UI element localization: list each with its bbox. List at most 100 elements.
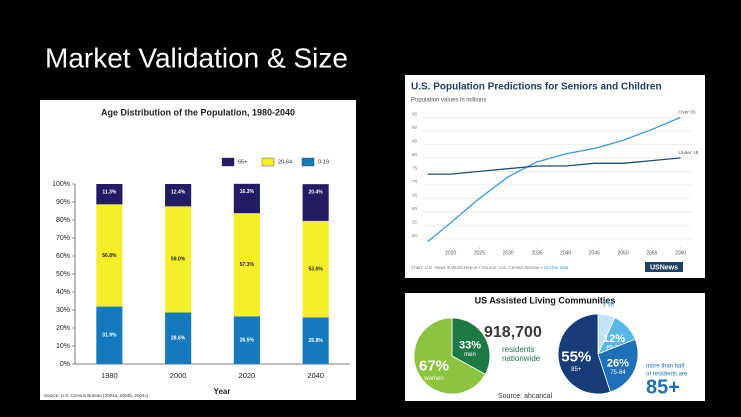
chart-title: U.S. Population Predictions for Seniors … — [411, 82, 662, 93]
value-label: 26.5% — [240, 337, 255, 343]
x-tick-label: 2020 — [239, 371, 256, 380]
value-label: 20.4% — [309, 190, 324, 196]
slice-value-label: 33% — [459, 339, 481, 351]
y-tick-label: 95 — [412, 112, 418, 117]
x-tick-label: 2020 — [445, 250, 456, 256]
value-label: 16.3% — [240, 189, 255, 195]
value-label: 28.6% — [171, 336, 186, 342]
x-tick-label: 2045 — [589, 250, 600, 256]
bar-segment — [96, 306, 123, 364]
pie-slice — [413, 317, 486, 395]
x-tick-label: 2055 — [646, 250, 657, 256]
y-tick-label: 55 — [412, 220, 418, 225]
bar-segment — [233, 316, 260, 364]
value-label: 11.3% — [102, 189, 116, 195]
slide-title: Market Validation & Size — [45, 42, 348, 73]
y-tick-label: 10% — [56, 343, 70, 350]
note: of residents are — [646, 372, 688, 378]
slice-category-label: men — [464, 352, 476, 358]
slice-category-label: 85+ — [571, 367, 582, 373]
legend-label: 20-64 — [278, 159, 292, 165]
bar-segment — [302, 184, 329, 221]
note: more than half — [646, 364, 685, 370]
x-tick-label: 2000 — [170, 371, 187, 380]
x-axis-label: Year — [214, 387, 231, 396]
slice-category-label: women — [423, 376, 443, 382]
logo: USNews — [650, 264, 678, 271]
slice-value-label: 26% — [607, 357, 629, 369]
chart-title: Age Distribution of the Population, 1980… — [101, 107, 295, 117]
value-label: 25.9% — [309, 338, 324, 344]
series-label: Under 18 — [679, 150, 699, 156]
slice-value-label: 67% — [419, 358, 449, 375]
x-tick-label: 2060 — [675, 250, 686, 256]
value-label: 31.9% — [102, 333, 117, 339]
legend-label: 65+ — [238, 159, 247, 165]
y-tick-label: 90 — [412, 125, 418, 130]
x-tick-label: 2040 — [560, 250, 571, 256]
value-label: 57.3% — [240, 262, 255, 268]
x-tick-label: 2030 — [503, 250, 514, 256]
footer-link[interactable]: Get the data — [544, 265, 569, 270]
y-tick-label: 90% — [56, 199, 70, 206]
y-tick-label: 75 — [412, 166, 418, 171]
pie-slice — [557, 313, 611, 395]
source: Source: ahcancal — [498, 393, 553, 400]
y-tick-label: 100% — [52, 181, 70, 188]
slice-value-label: 12% — [603, 333, 625, 345]
value-label: 56.8% — [102, 253, 117, 259]
footer-text: Chart: U.S. News & World Report • Source… — [411, 265, 544, 270]
y-tick-label: 60 — [412, 206, 418, 211]
highlight: 85+ — [646, 376, 680, 398]
y-tick-label: 70% — [56, 235, 70, 242]
source: Source: U.S. Census Bureau (2004a, 2004b… — [44, 393, 150, 398]
pie-slice — [451, 317, 491, 375]
bar-segment — [302, 220, 329, 318]
count-caption: nationwide — [502, 354, 541, 363]
series-label: Over 65 — [679, 110, 696, 116]
value-label: 59.0% — [171, 257, 186, 263]
y-tick-label: 65 — [412, 193, 418, 198]
bar-segment — [165, 312, 192, 364]
bar-segment — [302, 317, 329, 364]
line-series — [427, 157, 681, 175]
y-tick-label: 40% — [56, 289, 70, 296]
y-tick-label: 85 — [412, 139, 418, 144]
bar-segment — [165, 206, 192, 313]
y-tick-label: 50 — [412, 233, 418, 238]
y-tick-label: 60% — [56, 253, 70, 260]
chart-subtitle: Population values in millions — [411, 98, 486, 104]
chart-panel — [405, 75, 705, 278]
x-tick-label: 2050 — [618, 250, 629, 256]
y-tick-label: 80 — [412, 152, 418, 157]
line-series — [427, 116, 681, 243]
y-tick-label: 50% — [56, 271, 70, 278]
x-tick-label: 2035 — [531, 250, 542, 256]
y-tick-label: 70 — [412, 179, 418, 184]
legend-label: 0-19 — [318, 159, 329, 165]
legend-swatch — [301, 157, 315, 167]
bar-segment — [233, 213, 260, 317]
x-tick-label: 1980 — [101, 371, 118, 380]
value-label: 53.6% — [309, 266, 324, 272]
legend-swatch — [261, 157, 275, 167]
infographic-title: US Assisted Living Communities — [475, 295, 616, 305]
slice-value-label: 7% — [602, 300, 614, 309]
pie-slice — [597, 338, 639, 393]
legend-swatch — [221, 157, 235, 167]
bar-segment — [165, 184, 192, 207]
y-tick-label: 20% — [56, 325, 70, 332]
x-tick-label: 2040 — [307, 371, 324, 380]
bar-segment — [96, 204, 123, 307]
footer: Chart: U.S. News & World Report • Source… — [411, 265, 569, 270]
logo-box — [645, 262, 683, 272]
y-tick-label: 80% — [56, 217, 70, 224]
slice-category-label: 75-84 — [610, 370, 626, 376]
y-tick-label: 0% — [60, 361, 70, 368]
value-label: 12.4% — [171, 189, 186, 195]
count: 918,700 — [484, 324, 542, 341]
bar-segment — [96, 184, 123, 205]
x-tick-label: 2025 — [474, 250, 485, 256]
